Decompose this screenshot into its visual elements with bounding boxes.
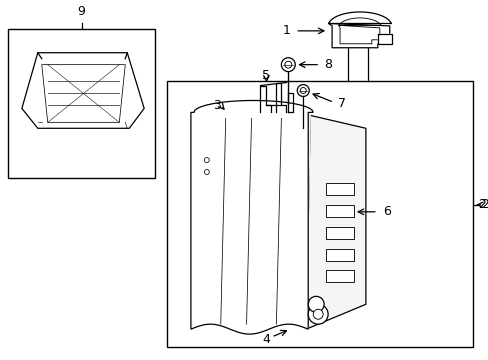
- Text: 9: 9: [78, 5, 85, 18]
- Circle shape: [285, 61, 291, 68]
- Circle shape: [312, 309, 323, 319]
- Text: 7: 7: [337, 97, 346, 110]
- Polygon shape: [305, 115, 365, 329]
- Text: 2: 2: [480, 198, 488, 211]
- Circle shape: [281, 58, 295, 72]
- Bar: [325, 270, 353, 282]
- Polygon shape: [305, 112, 309, 329]
- Text: 8: 8: [324, 58, 331, 71]
- Circle shape: [300, 87, 305, 94]
- Text: 5: 5: [262, 69, 270, 82]
- Text: 2: 2: [477, 198, 485, 211]
- Polygon shape: [190, 100, 312, 334]
- Circle shape: [297, 85, 308, 96]
- Circle shape: [307, 304, 327, 324]
- Text: 1: 1: [282, 24, 290, 37]
- Text: 3: 3: [212, 99, 220, 112]
- Text: 4: 4: [262, 333, 270, 346]
- Bar: [325, 183, 353, 195]
- Bar: [325, 227, 353, 239]
- Circle shape: [204, 170, 209, 175]
- Polygon shape: [328, 12, 390, 48]
- Bar: [167, 81, 472, 347]
- Text: 6: 6: [382, 205, 390, 218]
- Polygon shape: [22, 53, 144, 128]
- Circle shape: [307, 296, 324, 312]
- Bar: [325, 205, 353, 217]
- Polygon shape: [377, 34, 391, 44]
- Bar: [325, 249, 353, 261]
- Polygon shape: [41, 65, 125, 122]
- Circle shape: [204, 158, 209, 163]
- Bar: [8, 29, 155, 178]
